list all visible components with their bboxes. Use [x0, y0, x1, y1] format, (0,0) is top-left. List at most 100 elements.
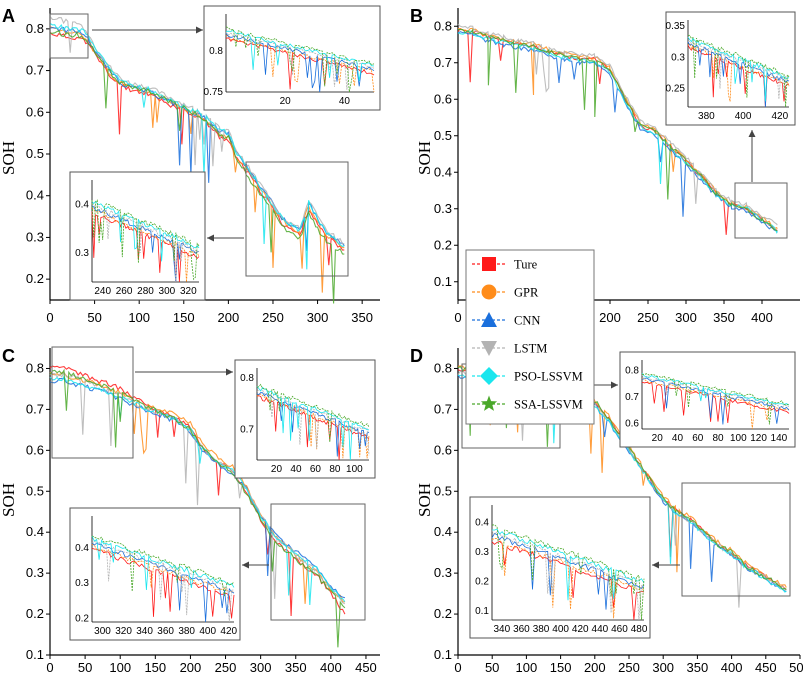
x-tick-label: 300	[307, 310, 329, 325]
inset-x-tick-label: 80	[329, 464, 341, 475]
inset-x-tick-label: 480	[631, 624, 648, 635]
inset-series-line	[91, 203, 200, 283]
zoom-box	[51, 346, 134, 459]
inset-series-line	[687, 41, 790, 108]
zoom-arrowhead	[611, 381, 618, 389]
y-tick-label: 0.5	[434, 128, 452, 143]
inset-series-line	[641, 372, 790, 406]
y-axis-label: SOH	[415, 141, 434, 175]
inset-series-line	[642, 373, 790, 425]
inset-y-tick-label: 0.7	[625, 392, 639, 403]
x-tick-label: 150	[173, 310, 195, 325]
inset-x-tick-label: 260	[116, 286, 133, 297]
y-tick-label: 0.6	[26, 104, 44, 119]
inset-series-line	[256, 383, 370, 443]
inset-series-line	[225, 26, 375, 93]
y-tick-label: 0.5	[26, 146, 44, 161]
inset-series-line	[641, 374, 790, 409]
x-tick-label: 300	[675, 310, 697, 325]
x-tick-label: 350	[713, 310, 735, 325]
x-tick-label: 400	[721, 660, 743, 675]
inset-series-line	[91, 547, 235, 619]
panel-a: A SOH 0.2 0.3 0.4 0.5 0.6 0.7 0.8 0 50 100 150 200 250…	[0, 5, 381, 325]
inset-x-tick-label: 100	[730, 433, 747, 444]
inset-y-tick-label: 0.2	[75, 613, 89, 624]
x-tick-label: 150	[550, 660, 572, 675]
inset-x-tick-label: 300	[159, 286, 176, 297]
inset-y-tick-label: 0.1	[475, 606, 489, 617]
y-axis-label: SOH	[0, 483, 18, 517]
y-tick-label: 0.2	[434, 237, 452, 252]
inset-x-tick-label: 80	[712, 433, 724, 444]
y-tick-label: 0.4	[434, 164, 452, 179]
legend-marker	[480, 395, 498, 411]
zoom-box	[270, 503, 366, 621]
y-tick-label: 0.3	[26, 565, 44, 580]
inset-x-tick-label: 40	[672, 433, 684, 444]
y-tick-label: 0.6	[26, 442, 44, 457]
inset-frame	[619, 351, 796, 448]
x-tick-label: 200	[180, 660, 202, 675]
y-tick-label: 0.3	[434, 565, 452, 580]
x-tick-label: 200	[218, 310, 240, 325]
inset-series-line	[641, 377, 790, 425]
inset-x-tick-label: 420	[572, 624, 589, 635]
inset-x-tick-label: 340	[136, 626, 153, 637]
inset-x-tick-label: 280	[137, 286, 154, 297]
panel-label-a: A	[2, 6, 15, 26]
x-tick-label: 150	[144, 660, 166, 675]
inset-x-tick-label: 20	[652, 433, 664, 444]
legend-marker	[481, 341, 497, 356]
inset-series-line	[91, 211, 200, 283]
x-tick-label: 0	[454, 310, 461, 325]
inset-y-tick-label: 0.8	[625, 366, 639, 377]
inset-series-line	[256, 392, 370, 457]
x-tick-label: 400	[751, 310, 773, 325]
x-tick-label: 500	[789, 660, 803, 675]
x-tick-label: 350	[285, 660, 307, 675]
y-tick-label: 0.3	[434, 201, 452, 216]
inset-x-tick-label: 400	[199, 626, 216, 637]
inset-x-tick-label: 360	[513, 624, 530, 635]
x-tick-label: 0	[454, 660, 461, 675]
y-tick-label: 0.7	[434, 401, 452, 416]
x-tick-label: 400	[320, 660, 342, 675]
y-tick-label: 0.7	[434, 55, 452, 70]
inset-x-tick-label: 240	[94, 286, 111, 297]
inset-x-tick-label: 400	[552, 624, 569, 635]
legend: Ture GPR CNN LSTM PSO-LSSVM SSA-LSSVM	[465, 249, 595, 425]
x-tick-label: 50	[485, 660, 499, 675]
y-tick-label: 0.8	[434, 360, 452, 375]
inset-y-tick-label: 0.6	[625, 419, 639, 430]
zoom-arrowhead	[748, 130, 756, 137]
legend-label: SSA-LSSVM	[514, 398, 583, 412]
x-tick-label: 100	[109, 660, 131, 675]
x-tick-label: 300	[652, 660, 674, 675]
inset-x-tick-label: 320	[115, 626, 132, 637]
y-axis-label: SOH	[415, 483, 434, 517]
legend-label: PSO-LSSVM	[514, 370, 583, 384]
zoom-box	[734, 182, 788, 239]
legend-marker	[480, 367, 498, 385]
x-tick-label: 350	[687, 660, 709, 675]
zoom-arrowhead	[196, 26, 203, 34]
y-tick-label: 0.3	[26, 229, 44, 244]
inset-x-tick-label: 420	[220, 626, 237, 637]
legend-marker	[481, 284, 497, 300]
x-tick-label: 350	[351, 310, 373, 325]
inset-y-tick-label: 0.75	[204, 87, 224, 98]
inset-series-line	[91, 535, 235, 597]
zoom-arrowhead	[242, 561, 249, 569]
zoom-box	[681, 482, 791, 597]
zoom-arrowhead	[652, 561, 659, 569]
inset-x-tick-label: 380	[533, 624, 550, 635]
x-tick-label: 450	[755, 660, 777, 675]
inset-x-tick-label: 40	[290, 464, 302, 475]
y-tick-label: 0.1	[434, 274, 452, 289]
inset-x-tick-label: 20	[271, 464, 283, 475]
inset-x-tick-label: 360	[157, 626, 174, 637]
x-tick-label: 50	[78, 660, 92, 675]
zoom-arrowhead	[207, 234, 214, 242]
inset-x-tick-label: 460	[611, 624, 628, 635]
inset-x-tick-label: 100	[346, 464, 363, 475]
